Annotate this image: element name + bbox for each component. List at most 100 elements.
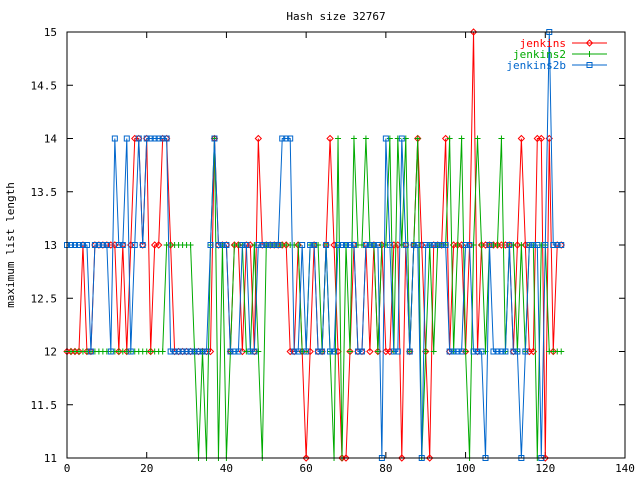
data-point	[139, 242, 146, 248]
legend-label: jenkins2b	[506, 59, 566, 72]
data-point	[295, 348, 302, 355]
data-point	[135, 135, 142, 142]
data-point	[311, 242, 318, 248]
data-point	[494, 348, 501, 355]
legend-marker	[586, 62, 593, 68]
data-point	[151, 135, 158, 142]
data-point	[195, 348, 202, 355]
data-point	[517, 134, 526, 143]
data-point	[315, 348, 322, 355]
data-point	[99, 242, 106, 248]
data-point	[537, 134, 546, 143]
data-point	[159, 135, 166, 142]
data-point	[450, 348, 457, 355]
data-point	[154, 241, 163, 249]
data-point	[323, 242, 330, 248]
data-point	[331, 348, 338, 355]
data-point	[390, 348, 397, 355]
series-line	[67, 138, 562, 459]
data-point	[454, 242, 461, 248]
data-point	[75, 242, 82, 248]
data-point	[498, 348, 505, 355]
data-point	[374, 242, 381, 248]
data-point	[175, 348, 182, 355]
data-point	[163, 135, 170, 142]
data-point	[187, 348, 194, 355]
data-point	[382, 135, 389, 142]
data-point	[426, 242, 433, 248]
x-tick-label: 0	[64, 462, 71, 475]
data-point	[406, 348, 413, 355]
y-tick-label: 12	[44, 346, 57, 359]
data-point	[518, 242, 525, 248]
x-tick-label: 40	[220, 462, 233, 475]
data-point	[438, 242, 445, 248]
data-point	[327, 348, 334, 355]
data-point	[279, 135, 286, 142]
data-point	[354, 348, 361, 355]
data-point	[402, 242, 409, 248]
data-point	[255, 348, 262, 355]
data-point	[469, 28, 478, 36]
data-point	[370, 242, 377, 248]
x-tick-label: 20	[140, 462, 153, 475]
data-point	[541, 454, 549, 462]
data-point	[191, 348, 198, 355]
data-point	[231, 348, 238, 355]
data-point	[111, 135, 118, 142]
data-point	[521, 241, 530, 249]
data-point	[243, 242, 250, 248]
x-tick-label: 80	[379, 462, 392, 475]
chart-title: Hash size 32767	[286, 10, 385, 23]
y-axis-label: maximum list length	[4, 182, 17, 308]
data-point	[558, 242, 565, 248]
data-point	[87, 348, 94, 355]
data-point	[271, 242, 278, 248]
x-tick-label: 100	[456, 462, 476, 475]
data-point	[342, 454, 350, 462]
data-point	[478, 348, 485, 355]
y-tick-label: 11.5	[31, 399, 58, 412]
data-point	[466, 242, 473, 248]
legend-label: jenkins2	[513, 48, 566, 61]
data-point	[398, 135, 405, 142]
data-point	[95, 242, 102, 248]
data-point	[410, 242, 417, 248]
data-point	[223, 242, 230, 248]
data-point	[382, 242, 389, 248]
data-point	[306, 347, 314, 356]
data-point	[259, 242, 266, 248]
data-point	[425, 454, 434, 462]
data-point	[107, 348, 114, 355]
data-point	[67, 242, 74, 248]
data-point	[171, 348, 178, 355]
axis-ticks: 0 20 40 60 80 100 120 140 11 11.5 12 12.5 13 13.5 14 14…	[31, 26, 635, 475]
data-point	[398, 454, 406, 462]
data-point	[83, 242, 90, 248]
y-tick-label: 12.5	[31, 292, 58, 305]
data-point	[554, 242, 561, 248]
y-tick-label: 11	[44, 452, 57, 465]
data-point	[490, 348, 497, 355]
data-point	[239, 242, 246, 248]
x-tick-label: 120	[535, 462, 555, 475]
data-point	[179, 348, 186, 355]
data-point	[307, 242, 314, 248]
data-point	[115, 242, 122, 248]
data-point	[442, 242, 449, 248]
data-point	[346, 242, 353, 248]
data-point	[513, 241, 522, 249]
data-point	[235, 348, 242, 355]
data-point	[514, 348, 521, 355]
data-point	[123, 135, 130, 142]
data-point	[350, 135, 357, 142]
data-point	[506, 242, 513, 248]
data-point	[295, 242, 302, 248]
data-point	[386, 347, 394, 356]
data-point	[291, 348, 298, 355]
y-tick-label: 13	[44, 239, 57, 252]
data-point	[414, 242, 421, 248]
data-point	[534, 242, 541, 248]
data-point	[386, 242, 393, 248]
data-point	[71, 242, 78, 248]
